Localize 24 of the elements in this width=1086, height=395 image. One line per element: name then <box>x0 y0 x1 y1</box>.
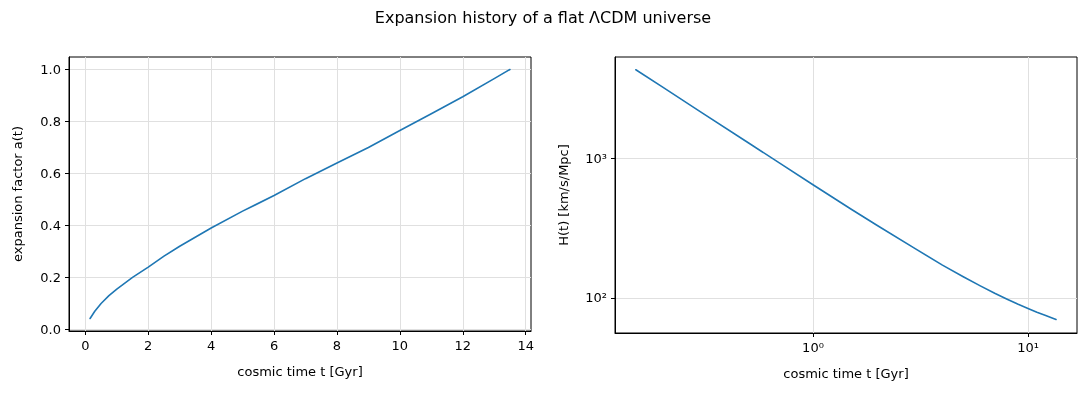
x-tick-label: 10¹ <box>1017 340 1039 355</box>
x-axis-title: cosmic time t [Gyr] <box>237 364 363 379</box>
x-tick-label: 10⁰ <box>802 340 824 355</box>
y-tick-label: 10² <box>585 290 607 306</box>
line-series <box>89 68 511 320</box>
x-axis-title: cosmic time t [Gyr] <box>783 366 909 381</box>
y-axis-title: expansion factor a(t) <box>10 125 25 263</box>
x-tick-label: 8 <box>332 338 342 353</box>
y-tick-label: 10³ <box>585 151 607 167</box>
y-tick-label: 0.8 <box>40 113 61 129</box>
x-tick-label: 10 <box>391 338 409 353</box>
x-tick-label: 0 <box>81 338 90 353</box>
x-tick-label: 4 <box>207 338 216 353</box>
y-tick-label: 0.0 <box>40 321 61 337</box>
x-tick-label: 6 <box>269 338 279 353</box>
x-tick-label: 14 <box>517 338 534 353</box>
chart-title: Expansion history of a flat ΛCDM universe <box>373 8 713 27</box>
y-tick-label: 0.6 <box>40 165 61 181</box>
y-tick-label: 1.0 <box>40 61 61 77</box>
y-tick-label: 0.4 <box>40 217 61 233</box>
y-tick-label: 0.2 <box>40 269 61 285</box>
y-axis-title: H(t) [km/s/Mpc] <box>556 144 571 246</box>
x-tick-label: 2 <box>144 338 153 353</box>
x-tick-label: 12 <box>454 338 472 353</box>
